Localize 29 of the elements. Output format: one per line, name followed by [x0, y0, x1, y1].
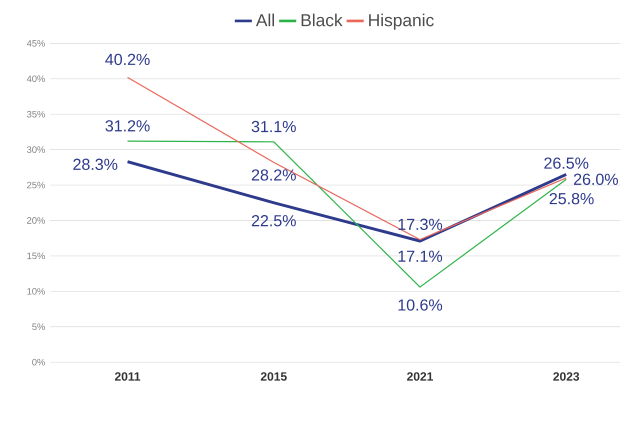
x-tick-label: 2021	[407, 372, 433, 381]
data-label: 17.3%	[398, 218, 442, 230]
y-tick-label: 15%	[27, 252, 45, 260]
y-tick-label: 35%	[26, 110, 45, 118]
y-tick-label: 40%	[26, 75, 45, 82]
data-label: 26.5%	[544, 157, 588, 169]
data-label: 31.1%	[252, 120, 296, 132]
y-tick-label: 25%	[27, 182, 45, 188]
data-label: 22.5%	[252, 214, 296, 226]
legend-label: Hispanic	[369, 14, 434, 30]
data-label: 26.0%	[574, 174, 618, 185]
y-tick-label: 0%	[32, 358, 45, 366]
data-label: 28.3%	[73, 158, 118, 170]
legend-label: All	[256, 14, 274, 26]
y-tick-label: 30%	[26, 146, 45, 153]
data-label: 17.1%	[398, 250, 442, 262]
data-label: 40.2%	[105, 54, 150, 65]
x-tick-label: 2015	[260, 372, 287, 381]
y-tick-label: 10%	[27, 288, 45, 295]
x-tick-label: 2011	[114, 372, 140, 381]
y-tick-label: 5%	[32, 323, 45, 330]
x-tick-label: 2023	[553, 372, 580, 381]
data-label: 10.6%	[398, 299, 442, 311]
data-label: 28.2%	[252, 169, 296, 181]
data-label: 31.2%	[105, 120, 150, 132]
data-label: 25.8%	[550, 192, 594, 204]
y-tick-label: 45%	[26, 40, 45, 47]
legend-label: Black	[302, 14, 343, 26]
y-tick-label: 20%	[27, 217, 45, 224]
